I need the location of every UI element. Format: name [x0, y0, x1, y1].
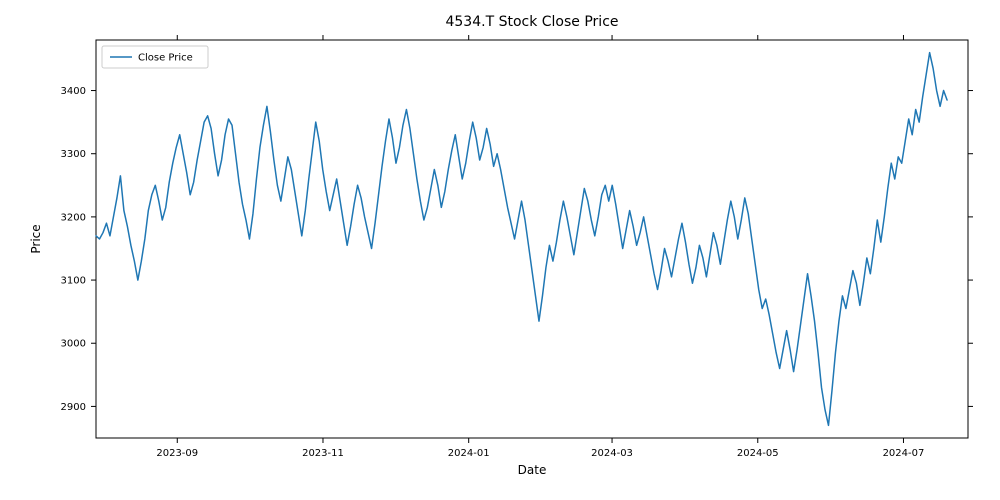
stock-chart: 290030003100320033003400 2023-092023-112… [0, 0, 1000, 500]
y-tick-label: 3400 [61, 86, 86, 97]
x-tick-label: 2024-05 [737, 448, 779, 459]
legend-label: Close Price [138, 53, 193, 64]
x-tick-label: 2024-03 [591, 448, 633, 459]
chart-svg: 290030003100320033003400 2023-092023-112… [0, 0, 1000, 500]
chart-title: 4534.T Stock Close Price [445, 14, 618, 30]
y-tick-label: 2900 [61, 402, 86, 413]
legend: Close Price [102, 46, 208, 68]
x-tick-label: 2024-01 [448, 448, 490, 459]
x-axis-label: Date [518, 463, 547, 477]
x-tick-label: 2023-09 [156, 448, 198, 459]
y-tick-label: 3300 [61, 149, 86, 160]
y-tick-label: 3000 [61, 339, 86, 350]
y-tick-label: 3200 [61, 212, 86, 223]
y-tick-label: 3100 [61, 276, 86, 287]
close-price-line [96, 53, 947, 426]
plot-border [96, 40, 968, 438]
x-axis-ticks: 2023-09 2023-11 2024-01 2024-03 2024-05 2024-… [156, 35, 924, 459]
x-tick-label: 2024-07 [883, 448, 925, 459]
y-axis-label: Price [29, 224, 43, 253]
x-tick-label: 2023-11 [302, 448, 344, 459]
y-axis-ticks: 2900 3000 3100 3200 3300 3400 [61, 86, 973, 413]
